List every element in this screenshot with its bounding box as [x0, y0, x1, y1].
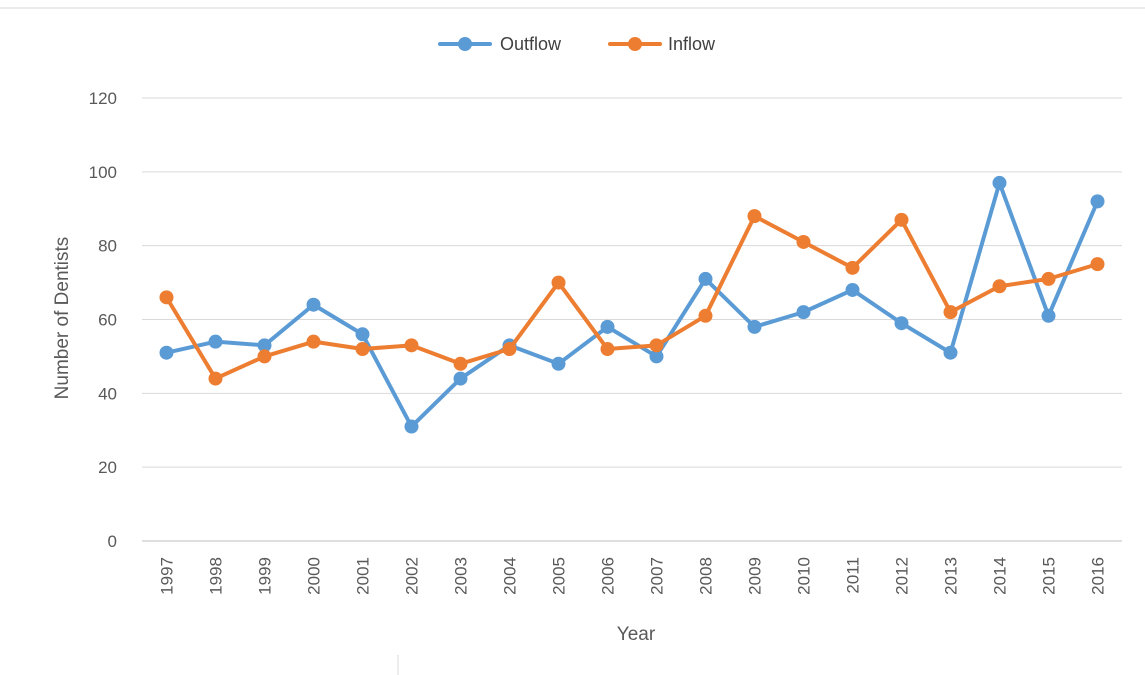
inflow-point — [698, 308, 713, 323]
inflow-point — [502, 342, 517, 357]
outflow-point — [943, 345, 958, 360]
outflow-point — [796, 305, 811, 320]
y-tick-label: 20 — [98, 458, 117, 477]
x-tick-label: 2013 — [942, 557, 961, 595]
x-tick-label: 2008 — [697, 557, 716, 595]
series-inflow — [159, 209, 1105, 386]
legend-marker — [458, 37, 472, 51]
legend-item-outflow: Outflow — [438, 34, 562, 54]
inflow-point — [796, 234, 811, 249]
outflow-line — [164, 180, 1100, 429]
outflow-point — [453, 371, 468, 386]
legend-label: Inflow — [668, 34, 716, 54]
outflow-point — [159, 345, 174, 360]
legend-item-inflow: Inflow — [608, 34, 716, 54]
outflow-point — [551, 356, 566, 371]
x-tick-label: 2014 — [991, 557, 1010, 595]
inflow-point — [355, 342, 370, 357]
y-tick-label: 100 — [89, 163, 117, 182]
inflow-point — [845, 260, 860, 275]
inflow-point — [159, 290, 174, 305]
x-tick-label: 2015 — [1040, 557, 1059, 595]
inflow-point — [1090, 257, 1105, 272]
x-tick-label: 2007 — [648, 557, 667, 595]
y-tick-label: 0 — [108, 532, 117, 551]
outflow-point — [698, 271, 713, 286]
inflow-point — [551, 275, 566, 290]
outflow-point — [992, 175, 1007, 190]
x-axis-title: Year — [617, 624, 656, 645]
inflow-point — [306, 334, 321, 349]
y-axis-title: Number of Dentists — [52, 237, 73, 400]
x-tick-label: 1999 — [256, 557, 275, 595]
chart-border — [0, 7, 1145, 675]
outflow-point — [306, 297, 321, 312]
legend-label: Outflow — [500, 34, 562, 54]
y-axis-ticks: 0 20 40 60 80 100 120 — [89, 89, 117, 551]
outflow-point — [404, 419, 419, 434]
gridlines — [142, 97, 1122, 542]
x-axis-ticks: 1997 1998 1999 2000 2001 2002 2003 2004 2005 2006… — [158, 557, 1108, 595]
y-tick-label: 40 — [98, 384, 117, 403]
x-tick-label: 2002 — [403, 557, 422, 595]
inflow-line — [164, 214, 1100, 381]
inflow-point — [208, 371, 223, 386]
x-tick-label: 2005 — [550, 557, 569, 595]
x-tick-label: 2012 — [893, 557, 912, 595]
inflow-point — [453, 356, 468, 371]
inflow-point — [747, 209, 762, 224]
y-tick-label: 80 — [98, 237, 117, 256]
inflow-point — [894, 212, 909, 227]
x-tick-label: 1997 — [158, 557, 177, 595]
outflow-point — [747, 319, 762, 334]
x-tick-label: 2006 — [599, 557, 618, 595]
outflow-point — [208, 334, 223, 349]
y-tick-label: 60 — [98, 311, 117, 330]
x-tick-label: 2011 — [844, 557, 863, 594]
x-tick-label: 2003 — [452, 557, 471, 595]
outflow-point — [600, 319, 615, 334]
series-layer — [159, 175, 1105, 434]
inflow-point — [992, 279, 1007, 294]
outflow-point — [894, 316, 909, 331]
outflow-point — [1090, 194, 1105, 209]
x-tick-label: 2004 — [501, 557, 520, 595]
x-tick-label: 1998 — [207, 557, 226, 595]
inflow-point — [649, 338, 664, 353]
x-tick-label: 2016 — [1089, 557, 1108, 595]
x-tick-label: 2000 — [305, 557, 324, 595]
inflow-point — [600, 342, 615, 357]
outflow-point — [845, 282, 860, 297]
inflow-point — [404, 338, 419, 353]
legend: Outflow Inflow — [438, 34, 716, 54]
x-tick-label: 2009 — [746, 557, 765, 595]
x-tick-label: 2010 — [795, 557, 814, 595]
outflow-point — [1041, 308, 1056, 323]
inflow-point — [257, 349, 272, 364]
x-tick-label: 2001 — [354, 557, 373, 595]
outflow-point — [355, 327, 370, 342]
outflow-point — [649, 349, 664, 364]
legend-marker — [628, 37, 642, 51]
outflow-point — [257, 338, 272, 353]
inflow-point — [943, 305, 958, 320]
y-tick-label: 120 — [89, 89, 117, 108]
inflow-point — [1041, 271, 1056, 286]
